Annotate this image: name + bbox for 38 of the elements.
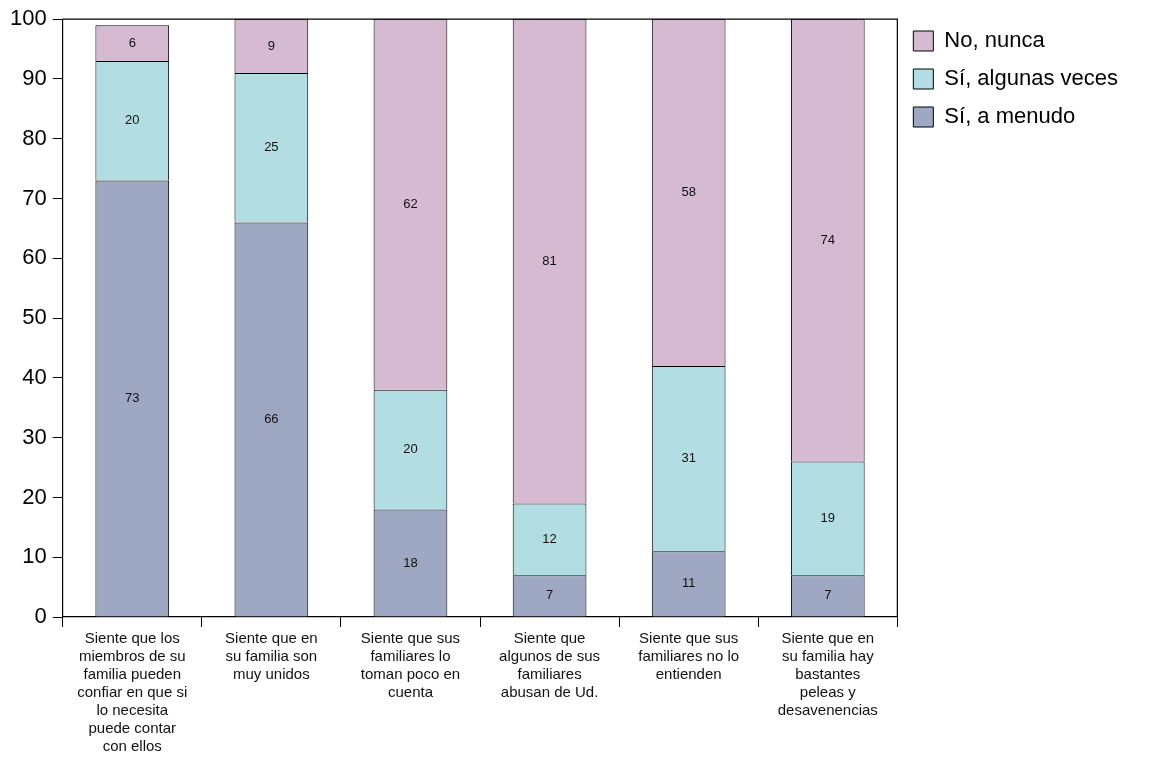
x-tick-label: Siente que sus familiares no lo entienden	[638, 629, 740, 683]
data-label: 74	[820, 231, 836, 247]
y-tick-label: 40	[22, 363, 47, 389]
y-tick-label: 20	[22, 483, 47, 509]
data-label: 9	[267, 37, 275, 53]
y-tick-label: 30	[22, 423, 47, 449]
x-tick-label: Siente que los miembros de su familia pueden confiar en que si lo necesita puede contar con ellos	[77, 629, 188, 755]
data-label: 12	[542, 530, 557, 546]
data-label: 20	[125, 112, 140, 128]
data-label: 31	[681, 450, 696, 466]
x-tick-label: Siente que sus familiares lo toman poco en cuenta	[360, 629, 461, 701]
data-label: 6	[128, 34, 136, 50]
y-tick-label: 80	[22, 124, 47, 150]
data-label: 66	[264, 411, 279, 427]
data-label: 7	[824, 587, 832, 603]
y-tick-label: 70	[22, 184, 47, 210]
y-tick-label: 100	[9, 5, 47, 31]
data-label: 73	[125, 390, 140, 406]
data-label: 81	[542, 252, 557, 268]
legend-label: Sí, a menudo	[944, 103, 1076, 129]
data-label: 25	[264, 139, 279, 155]
y-tick-label: 50	[22, 304, 47, 330]
data-label: 62	[403, 196, 418, 212]
y-tick-label: 10	[22, 543, 47, 569]
data-label: 20	[403, 441, 418, 457]
x-tick-label: Siente que algunos de sus familiares abusan de Ud.	[499, 629, 601, 701]
data-label: 58	[681, 184, 696, 200]
y-tick-label: 60	[22, 244, 47, 270]
x-tick-label: Siente que en su familia hay bastantes peleas y desavenencias	[777, 629, 878, 719]
data-label: 11	[681, 575, 696, 591]
y-tick-label: 90	[22, 65, 47, 91]
legend-label: No, nunca	[944, 27, 1046, 53]
data-label: 18	[403, 554, 418, 570]
y-tick-label: 0	[34, 603, 47, 629]
legend-label: Sí, algunas veces	[944, 65, 1119, 91]
data-label: 7	[545, 587, 554, 603]
x-tick-label: Siente que en su familia son muy unidos	[225, 629, 318, 683]
data-label: 19	[820, 509, 836, 525]
